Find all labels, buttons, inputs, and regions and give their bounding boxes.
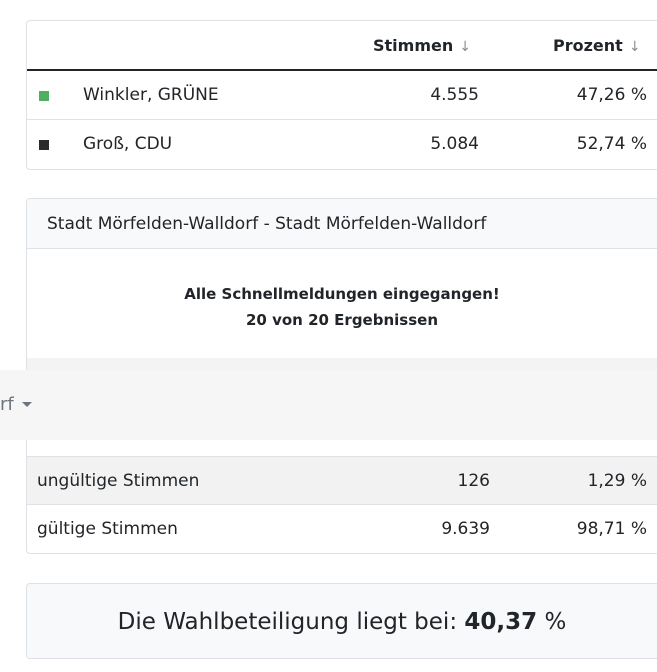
party-color-swatch	[39, 91, 49, 101]
turnout-value: 40,37	[464, 609, 538, 635]
sort-arrow-icon: ↓	[628, 39, 641, 55]
invalid-votes-count: 126	[457, 471, 490, 491]
turnout-unit: %	[537, 609, 567, 635]
results-count: 20 von 20 Ergebnissen	[246, 311, 438, 329]
candidate-votes: 5.084	[430, 134, 479, 154]
candidate-votes: 4.555	[430, 85, 479, 105]
invalid-votes-label: ungültige Stimmen	[37, 471, 200, 491]
region-dropdown[interactable]: rf	[0, 370, 657, 440]
results-table: Stimmen ↓ Prozent ↓ Winkler, GRÜNE 4.555 4…	[26, 20, 657, 170]
status-notice: Alle Schnellmeldungen eingegangen! 20 vo…	[27, 281, 657, 333]
candidate-name: Groß, CDU	[83, 134, 173, 154]
district-title: Stadt Mörfelden-Walldorf - Stadt Mörfeld…	[27, 199, 657, 249]
valid-votes-count: 9.639	[441, 519, 490, 539]
notice-line: Alle Schnellmeldungen eingegangen!	[184, 285, 500, 303]
table-row: Groß, CDU 5.084 52,74 %	[27, 120, 657, 169]
votes-column-header[interactable]: Stimmen ↓	[373, 36, 471, 55]
valid-votes-label: gültige Stimmen	[37, 519, 178, 539]
turnout-box: Die Wahlbeteiligung liegt bei: 40,37 %	[26, 583, 657, 659]
divider	[27, 358, 657, 370]
sort-arrow-icon: ↓	[459, 39, 471, 55]
candidate-name: Winkler, GRÜNE	[83, 85, 219, 105]
invalid-votes-percent: 1,29 %	[587, 471, 647, 491]
invalid-votes-row: ungültige Stimmen 126 1,29 %	[27, 456, 657, 505]
table-header: Stimmen ↓ Prozent ↓	[27, 21, 657, 71]
candidate-percent: 52,74 %	[576, 134, 647, 154]
party-color-swatch	[39, 140, 49, 150]
table-row: Winkler, GRÜNE 4.555 47,26 %	[27, 71, 657, 120]
votes-header-label: Stimmen	[373, 36, 454, 55]
percent-header-label: Prozent	[553, 36, 623, 55]
dropdown-selected-value: rf	[0, 394, 14, 415]
turnout-label: Die Wahlbeteiligung liegt bei:	[117, 609, 465, 635]
candidate-percent: 47,26 %	[576, 85, 647, 105]
valid-votes-row: gültige Stimmen 9.639 98,71 %	[27, 505, 657, 553]
valid-votes-percent: 98,71 %	[576, 519, 647, 539]
caret-down-icon[interactable]	[22, 402, 32, 407]
percent-column-header[interactable]: Prozent ↓	[553, 36, 641, 55]
